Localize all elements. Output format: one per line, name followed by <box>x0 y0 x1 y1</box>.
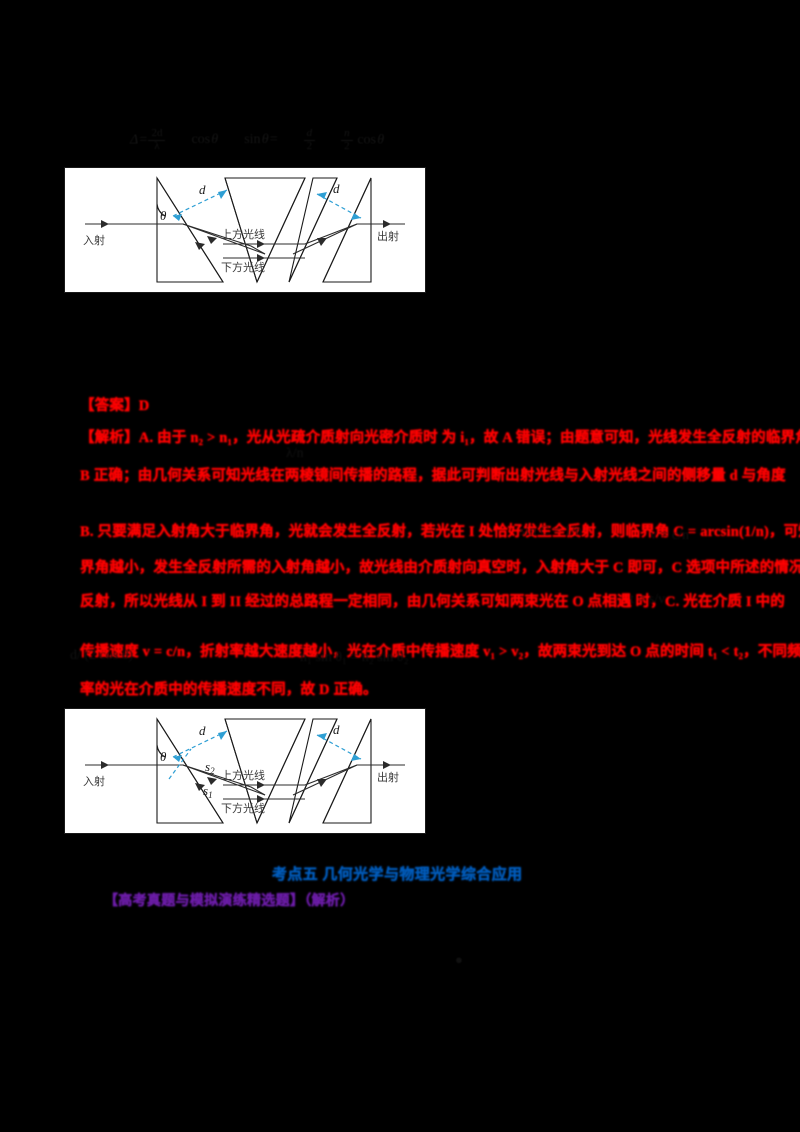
prism-3-hypotenuse <box>288 718 338 824</box>
angle-label: θ <box>160 208 167 223</box>
body-line-3: B. 只要满足入射角大于临界角，光就会发生全反射，若光在 I 处恰好发生全反射，… <box>80 524 800 540</box>
upper-ray-label: 上方光线 <box>221 768 265 782</box>
ray-upper-segment <box>182 223 266 255</box>
upper-ray-arrow <box>257 781 265 789</box>
inline-math-5: d/ (2 cos θ) <box>70 648 134 663</box>
prism-3-hypotenuse <box>288 177 338 283</box>
body-line-4: 界角越小，发生全反射所需的入射角越小，故光线由介质射向真空时，入射角大于 C 即… <box>80 560 800 576</box>
angle-arc <box>156 744 166 758</box>
gap-left-label: d <box>199 723 206 738</box>
lower-ray-arrow <box>257 254 265 262</box>
gap-indicator-left <box>172 189 228 217</box>
inline-math-3: v = c/n <box>650 528 689 543</box>
incident-label: 入射 <box>83 774 105 788</box>
formula-frac-den: λ <box>154 139 160 152</box>
gap-right-arrow-start <box>317 733 327 740</box>
gap-right-label: d <box>333 181 340 196</box>
path-s1-label: s1 <box>203 783 213 800</box>
upper-ray-arrow <box>257 240 265 248</box>
recombine-arrow <box>317 238 327 246</box>
recombine-ray-2 <box>304 223 358 245</box>
optical-ray-diagram-2: d d θ 入射 出射 上方光线 下方光线 s2 s1 <box>64 708 426 834</box>
gap-right-label: d <box>333 722 340 737</box>
footer-note: 【高考真题与模拟演练精选题】（解析） <box>104 894 355 909</box>
inline-math-2: sin C = 1/n <box>520 524 582 539</box>
gap-indicator-extra <box>168 748 192 780</box>
figure-1-canvas: d d θ 入射 出射 上方光线 下方光线 <box>83 176 405 284</box>
ray-lower-segment <box>182 223 266 255</box>
upper-ray-label: 上方光线 <box>221 227 265 241</box>
figure-2-canvas: d d θ 入射 出射 上方光线 下方光线 s2 s1 <box>83 717 405 825</box>
recombine-ray-2 <box>304 764 358 786</box>
page-artifact-mark: ● <box>455 952 463 967</box>
gap-indicator-left <box>172 730 228 758</box>
gap-left-label: d <box>199 182 206 197</box>
recombine-arrow <box>317 779 327 787</box>
body-line-6: 传播速度 v = c/n，折射率越大速度越小，光在介质中传播速度 v₁ > v₂… <box>80 644 800 660</box>
inline-math-4: t = s/v <box>630 592 666 607</box>
incident-label: 入射 <box>83 233 105 247</box>
lower-ray-arrow <box>257 795 265 803</box>
formula-term-1: Δ = 2d λ <box>130 127 166 152</box>
ray-arrow-2 <box>195 783 205 791</box>
prism-1-hypotenuse <box>156 718 224 824</box>
body-line-1: 【解析】A. 由于 n₂ > n₁，光从光疏介质射向光密介质时 为 i₁，故 A… <box>80 430 800 446</box>
exit-arrow <box>383 761 391 769</box>
prism-1-hypotenuse <box>156 177 224 283</box>
optical-ray-diagram-1: d d θ 入射 出射 上方光线 下方光线 <box>64 167 426 293</box>
formula-frac-num: 2d <box>148 127 166 141</box>
prism-2-hypotenuse <box>224 177 258 283</box>
body-line-5: 反射，所以光线从 I 到 II 经过的总路程一定相同，由几何关系可知两束光在 O… <box>80 594 785 610</box>
prism-4-hypotenuse <box>322 177 372 283</box>
gap-left-arrow-end <box>218 190 227 199</box>
incident-arrow <box>101 761 109 769</box>
lower-ray-label: 下方光线 <box>221 260 265 274</box>
body-line-2: B 正确；由几何关系可知光线在两棱镜间传播的路程，据此可判断出射光线与入射光线之… <box>80 468 786 484</box>
ray-arrow-2 <box>195 242 205 250</box>
gap-left-arrow-start <box>173 214 182 221</box>
path-s2-label: s2 <box>205 759 215 776</box>
gap-right-arrow-end <box>351 213 361 220</box>
formula-term-3: sin θ = <box>244 132 278 147</box>
prism-2-side <box>256 177 306 283</box>
answer-line: 【答案】D <box>80 398 150 414</box>
lower-ray-label: 下方光线 <box>221 801 265 815</box>
incident-arrow <box>101 220 109 228</box>
exit-label: 出射 <box>377 229 399 243</box>
body-line-7: 率的光在介质中的传播速度不同，故 D 正确。 <box>80 682 378 698</box>
prism-2-hypotenuse <box>224 718 258 824</box>
footer-heading: 考点五 几何光学与物理光学综合应用 <box>272 867 523 883</box>
exit-label: 出射 <box>377 770 399 784</box>
ray-s1-segment <box>182 764 266 796</box>
prism-2-side <box>256 718 306 824</box>
prism-4-hypotenuse <box>322 718 372 824</box>
gap-left-arrow-start <box>173 755 182 762</box>
ray-s2-segment <box>182 764 266 796</box>
angle-label: θ <box>160 749 167 764</box>
ray-arrow-1 <box>207 236 217 244</box>
exit-arrow <box>383 220 391 228</box>
formula-term-2: cos θ <box>191 132 219 147</box>
gap-right-arrow-start <box>317 192 327 199</box>
inline-math-1: λ/n <box>286 446 304 461</box>
inline-math-6: n₁ sin θ₁ = n₂ sin θ₂ <box>300 650 409 665</box>
gap-right-arrow-end <box>351 754 361 761</box>
gap-left-arrow-end <box>218 731 227 740</box>
angle-arc <box>156 203 166 217</box>
ray-arrow-1 <box>207 777 217 785</box>
